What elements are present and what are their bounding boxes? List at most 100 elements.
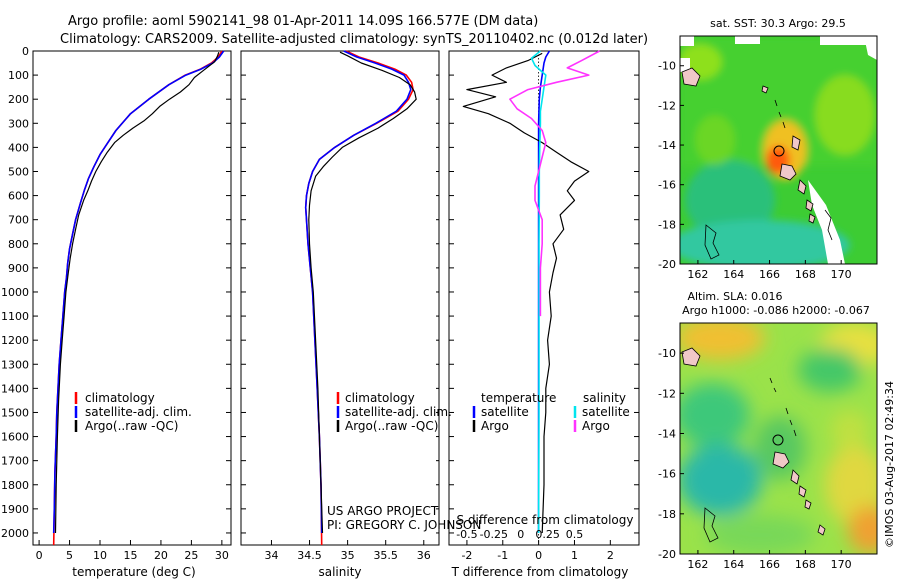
s-tick-label: 0.25 xyxy=(535,528,560,541)
map-y-tick-label: -16 xyxy=(658,179,676,192)
legend-sal-argo-label: Argo xyxy=(582,419,610,433)
x-tick-label: 0 xyxy=(535,549,542,562)
depth-tick-label: 1000 xyxy=(1,286,29,299)
map-x-tick-label: 168 xyxy=(795,558,816,571)
depth-axis: 0 100 200 300 400 500 600 700 800 900 1000 1100 1200… xyxy=(1,45,639,540)
salinity-legend: climatology satellite-adj. clim. Argo(..… xyxy=(336,391,452,433)
x-tick-label: 15 xyxy=(123,549,137,562)
difference-panel xyxy=(448,50,640,546)
s-tick-label: 0.5 xyxy=(566,528,584,541)
x-tick-label: -2 xyxy=(461,549,472,562)
depth-tick-label: 1800 xyxy=(1,479,29,492)
difference-series xyxy=(462,50,600,545)
x-tick-label: 1 xyxy=(571,549,578,562)
sst-map: sat. SST: 30.3 Argo: 29.5 xyxy=(658,17,878,281)
map-x-tick-label: 162 xyxy=(687,558,708,571)
map-x-tick-label: 164 xyxy=(723,268,744,281)
map-y-tick-label: -10 xyxy=(658,60,676,73)
timestamp: ©IMOS 03-Aug-2017 02:49:34 xyxy=(883,381,896,548)
credit-line-1: US ARGO PROJECT xyxy=(327,504,439,518)
title-line-1: Argo profile: aoml 5902141_98 01-Apr-201… xyxy=(68,14,538,29)
sst-map-title: sat. SST: 30.3 Argo: 29.5 xyxy=(710,17,846,30)
salinity-panel xyxy=(240,50,440,546)
depth-tick-label: 1500 xyxy=(1,406,29,419)
depth-tick-label: 2000 xyxy=(1,527,29,540)
salinity-x-ticks: 34 34.5 35 35.5 36 xyxy=(264,540,431,562)
x-tick-label: 10 xyxy=(93,549,107,562)
depth-tick-label: 400 xyxy=(8,141,29,154)
x-tick-label: 2 xyxy=(607,549,614,562)
x-tick-label: 35.5 xyxy=(373,549,398,562)
series-salinity-argo xyxy=(509,50,600,317)
legend-salinity-title: salinity xyxy=(583,391,626,405)
map-x-tick-label: 168 xyxy=(795,268,816,281)
x-tick-label: 34 xyxy=(264,549,278,562)
legend-sat-label: satellite-adj. clim. xyxy=(345,405,452,419)
x-tick-label: 30 xyxy=(215,549,229,562)
depth-tick-label: 1900 xyxy=(1,503,29,516)
title-line-2: Climatology: CARS2009. Satellite-adjuste… xyxy=(60,32,648,47)
legend-temperature-title: temperature xyxy=(481,391,556,405)
map-y-tick-label: -20 xyxy=(658,258,676,271)
series-temperature-argo xyxy=(462,52,590,534)
map-y-tick-label: -14 xyxy=(658,139,676,152)
credit-line-2: PI: GREGORY C. JOHNSON xyxy=(327,518,481,532)
temperature-xlabel: temperature (deg C) xyxy=(72,565,195,579)
legend-argo-label: Argo(..raw -QC) xyxy=(85,419,178,433)
depth-tick-label: 0 xyxy=(22,45,29,58)
salinity-xlabel: salinity xyxy=(318,565,361,579)
map-x-tick-label: 162 xyxy=(687,268,708,281)
depth-tick-label: 500 xyxy=(8,165,29,178)
legend-clim-label: climatology xyxy=(345,391,415,405)
map-y-tick-label: -12 xyxy=(658,387,676,400)
sst-map-ticks: 162 164 166 168 170 -10 -12 -14 -16 -18 -20 xyxy=(658,60,852,281)
series-satellite-adj-clim- xyxy=(52,50,225,534)
map-x-tick-label: 166 xyxy=(759,268,780,281)
series-argo-raw-qc- xyxy=(54,52,220,534)
sla-map-ticks: 162 164 166 168 170 -10 -12 -14 -16 -18 -20 xyxy=(658,347,852,571)
depth-tick-label: 300 xyxy=(8,117,29,130)
difference-xlabel-top: S difference from climatology xyxy=(457,513,634,527)
map-y-tick-label: -20 xyxy=(658,548,676,561)
map-y-tick-label: -10 xyxy=(658,347,676,360)
depth-tick-label: 100 xyxy=(8,69,29,82)
depth-tick-label: 700 xyxy=(8,214,29,227)
map-x-tick-label: 166 xyxy=(759,558,780,571)
x-tick-label: 36 xyxy=(417,549,431,562)
map-y-tick-label: -12 xyxy=(658,99,676,112)
map-x-tick-label: 164 xyxy=(723,558,744,571)
depth-tick-label: 1100 xyxy=(1,310,29,323)
x-tick-label: 20 xyxy=(154,549,168,562)
difference-s-ticks: -0.5 -0.25 0 0.25 0.5 xyxy=(456,528,583,541)
legend-temp-argo-label: Argo xyxy=(481,419,509,433)
salinity-series xyxy=(304,50,417,546)
series-argo-raw-qc- xyxy=(308,51,417,534)
x-tick-label: 0 xyxy=(36,549,43,562)
argo-position-marker xyxy=(773,145,785,157)
depth-tick-label: 200 xyxy=(8,93,29,106)
series-climatology xyxy=(304,50,414,546)
temperature-panel xyxy=(32,50,232,546)
x-tick-label: 5 xyxy=(66,549,73,562)
sla-map: Altim. SLA: 0.016 Argo h1000: -0.086 h20… xyxy=(658,290,878,571)
legend-temp-sat-label: satellite xyxy=(481,405,529,419)
legend-sal-sat-label: satellite xyxy=(582,405,630,419)
s-tick-label: -0.25 xyxy=(480,528,508,541)
depth-tick-label: 1200 xyxy=(1,334,29,347)
depth-tick-label: 1400 xyxy=(1,382,29,395)
sla-map-title-line-2: Argo h1000: -0.086 h2000: -0.067 xyxy=(682,304,870,317)
difference-legend: temperature salinity satellite Argo sate… xyxy=(472,391,630,433)
map-y-tick-label: -14 xyxy=(658,427,676,440)
sla-map-title-line-1: Altim. SLA: 0.016 xyxy=(687,290,782,303)
depth-tick-label: 1700 xyxy=(1,455,29,468)
x-tick-label: 34.5 xyxy=(297,549,322,562)
depth-tick-label: 600 xyxy=(8,190,29,203)
depth-tick-label: 1300 xyxy=(1,358,29,371)
map-x-tick-label: 170 xyxy=(831,558,852,571)
legend-argo-label: Argo(..raw -QC) xyxy=(345,419,438,433)
depth-tick-label: 1600 xyxy=(1,431,29,444)
depth-tick-label: 900 xyxy=(8,262,29,275)
temperature-series xyxy=(52,50,225,546)
map-y-tick-label: -16 xyxy=(658,468,676,481)
series-satellite-adj-clim- xyxy=(304,50,412,534)
